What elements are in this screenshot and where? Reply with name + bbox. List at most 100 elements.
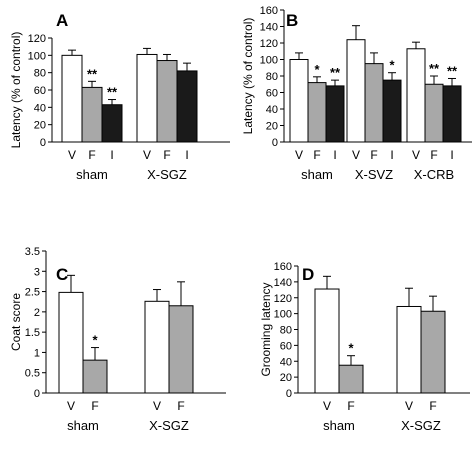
- y-tick-label: 0.5: [25, 368, 40, 380]
- y-axis-label: Latency (% of control): [9, 32, 23, 149]
- significance-marker: **: [330, 65, 341, 80]
- x-category-label: F: [347, 399, 354, 413]
- x-category-label: I: [110, 148, 113, 162]
- y-tick-label: 60: [280, 340, 292, 352]
- y-axis-label: Grooming latency: [259, 282, 273, 376]
- significance-marker: *: [348, 341, 354, 356]
- x-category-label: F: [430, 148, 437, 162]
- y-axis-label: Latency (% of control): [241, 18, 255, 135]
- bar-I: [382, 79, 402, 143]
- y-tick-label: 40: [280, 356, 292, 368]
- bar-V: [314, 288, 340, 394]
- x-category-label: F: [370, 148, 377, 162]
- y-tick-label: 40: [34, 102, 46, 114]
- y-tick-label: 20: [280, 372, 292, 384]
- x-category-label: F: [163, 148, 170, 162]
- y-tick-label: 60: [266, 88, 278, 100]
- bar-I: [442, 85, 462, 143]
- x-category-label: V: [68, 148, 76, 162]
- bar-F: [424, 83, 444, 143]
- significance-marker: **: [429, 61, 440, 76]
- x-category-label: I: [333, 148, 336, 162]
- bar-I: [325, 85, 345, 143]
- x-category-label: V: [67, 399, 75, 413]
- y-tick-label: 2: [34, 307, 40, 319]
- y-tick-label: 140: [274, 277, 292, 289]
- bar-F: [420, 310, 446, 394]
- panel-letter: B: [286, 11, 298, 30]
- bar-V: [61, 54, 83, 143]
- bar-F: [156, 60, 178, 143]
- y-tick-label: 0: [272, 137, 278, 149]
- x-category-label: V: [295, 148, 303, 162]
- y-tick-label: 80: [34, 68, 46, 80]
- x-group-label: X-SGZ: [147, 167, 187, 182]
- y-tick-label: 100: [28, 50, 46, 62]
- x-group-label: X-SGZ: [401, 418, 441, 433]
- x-group-label: sham: [67, 418, 99, 433]
- bar-V: [136, 53, 158, 143]
- significance-marker: **: [107, 85, 118, 100]
- x-category-label: F: [429, 399, 436, 413]
- x-category-label: V: [352, 148, 360, 162]
- x-category-label: F: [177, 399, 184, 413]
- x-group-label: sham: [323, 418, 355, 433]
- x-category-label: V: [153, 399, 161, 413]
- significance-marker: **: [87, 66, 98, 81]
- bar-F: [81, 86, 103, 143]
- x-category-label: I: [185, 148, 188, 162]
- y-tick-label: 60: [34, 85, 46, 97]
- y-axis-label: Coat score: [9, 293, 23, 351]
- x-category-label: F: [88, 148, 95, 162]
- bar-F: [82, 359, 108, 394]
- bar-V: [346, 39, 366, 143]
- x-category-label: F: [313, 148, 320, 162]
- y-tick-label: 1: [34, 347, 40, 359]
- x-group-label: X-CRB: [414, 167, 454, 182]
- bar-F: [364, 63, 384, 143]
- bar-V: [406, 48, 426, 143]
- y-tick-label: 3: [34, 266, 40, 278]
- significance-marker: **: [447, 63, 458, 78]
- y-tick-label: 160: [260, 5, 278, 17]
- significance-marker: *: [389, 58, 395, 73]
- significance-marker: *: [92, 333, 98, 348]
- panel-letter: D: [302, 265, 314, 284]
- y-tick-label: 2.5: [25, 287, 40, 299]
- x-category-label: V: [412, 148, 420, 162]
- bar-I: [176, 70, 198, 143]
- x-category-label: V: [143, 148, 151, 162]
- y-tick-label: 0: [286, 388, 292, 400]
- significance-marker: *: [314, 62, 320, 77]
- y-tick-label: 120: [274, 293, 292, 305]
- y-tick-label: 140: [260, 22, 278, 34]
- bar-F: [307, 82, 327, 143]
- y-tick-label: 80: [280, 325, 292, 337]
- y-tick-label: 0: [40, 137, 46, 149]
- y-tick-label: 100: [274, 309, 292, 321]
- bar-F: [168, 305, 194, 394]
- x-group-label: sham: [301, 167, 333, 182]
- y-tick-label: 3.5: [25, 246, 40, 258]
- x-group-label: sham: [76, 167, 108, 182]
- x-category-label: I: [390, 148, 393, 162]
- bar-F: [338, 364, 364, 394]
- y-tick-label: 160: [274, 261, 292, 273]
- bar-I: [101, 104, 123, 143]
- y-tick-label: 120: [260, 38, 278, 50]
- y-tick-label: 20: [34, 120, 46, 132]
- y-tick-label: 20: [266, 121, 278, 133]
- bar-V: [289, 59, 309, 143]
- panel-letter: A: [56, 11, 68, 30]
- x-category-label: V: [323, 399, 331, 413]
- x-category-label: V: [405, 399, 413, 413]
- bar-V: [396, 305, 422, 394]
- x-category-label: F: [91, 399, 98, 413]
- y-tick-label: 40: [266, 104, 278, 116]
- bar-V: [144, 300, 170, 394]
- panel-letter: C: [56, 265, 68, 284]
- x-group-label: X-SGZ: [149, 418, 189, 433]
- y-tick-label: 1.5: [25, 327, 40, 339]
- y-tick-label: 100: [260, 55, 278, 67]
